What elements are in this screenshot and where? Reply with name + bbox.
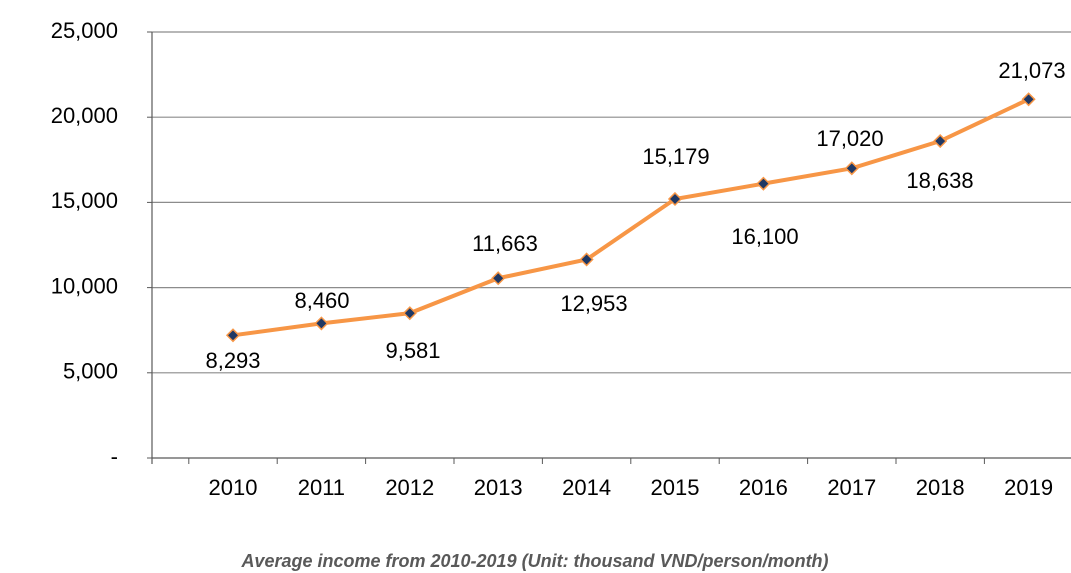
annotation: 12,953 <box>560 291 627 316</box>
y-tick-label: - <box>111 444 118 469</box>
y-tick-label: 20,000 <box>51 103 118 128</box>
annotation: 11,663 <box>472 231 538 256</box>
annotation: 16,100 <box>731 224 798 249</box>
x-tick-label: 2018 <box>916 475 965 500</box>
data-point <box>314 316 329 331</box>
data-point <box>667 191 683 207</box>
x-tick-label: 2013 <box>474 475 523 500</box>
data-point <box>933 133 948 149</box>
annotation: 9,581 <box>385 338 440 363</box>
annotation: 17,020 <box>816 126 883 151</box>
annotation: 15,179 <box>642 144 709 169</box>
data-point <box>225 328 241 343</box>
annotation: 18,638 <box>906 168 973 193</box>
y-tick-label: 15,000 <box>51 188 118 213</box>
x-tick-label: 2017 <box>827 475 876 500</box>
y-tick-label: 5,000 <box>63 359 118 384</box>
data-point <box>579 252 594 267</box>
data-point <box>756 176 771 191</box>
y-tick-label: 10,000 <box>51 273 118 298</box>
data-point <box>491 271 506 286</box>
x-tick-label: 2012 <box>385 475 434 500</box>
x-tick-label: 2015 <box>651 475 700 500</box>
annotation: 21,073 <box>998 58 1065 83</box>
x-tick-label: 2019 <box>1004 475 1053 500</box>
annotation: 8,293 <box>205 348 260 373</box>
annotation: 8,460 <box>294 288 349 313</box>
y-tick-label: 25,000 <box>51 18 118 43</box>
series-line <box>232 97 1030 338</box>
x-tick-label: 2011 <box>298 475 345 500</box>
data-point <box>844 161 859 176</box>
caption: Average income from 2010-2019 (Unit: tho… <box>240 551 828 571</box>
x-tick-label: 2016 <box>739 475 788 500</box>
data-point <box>402 306 417 321</box>
x-tick-label: 2010 <box>209 475 258 500</box>
data-point <box>1021 92 1036 107</box>
x-tick-label: 2014 <box>562 475 611 500</box>
